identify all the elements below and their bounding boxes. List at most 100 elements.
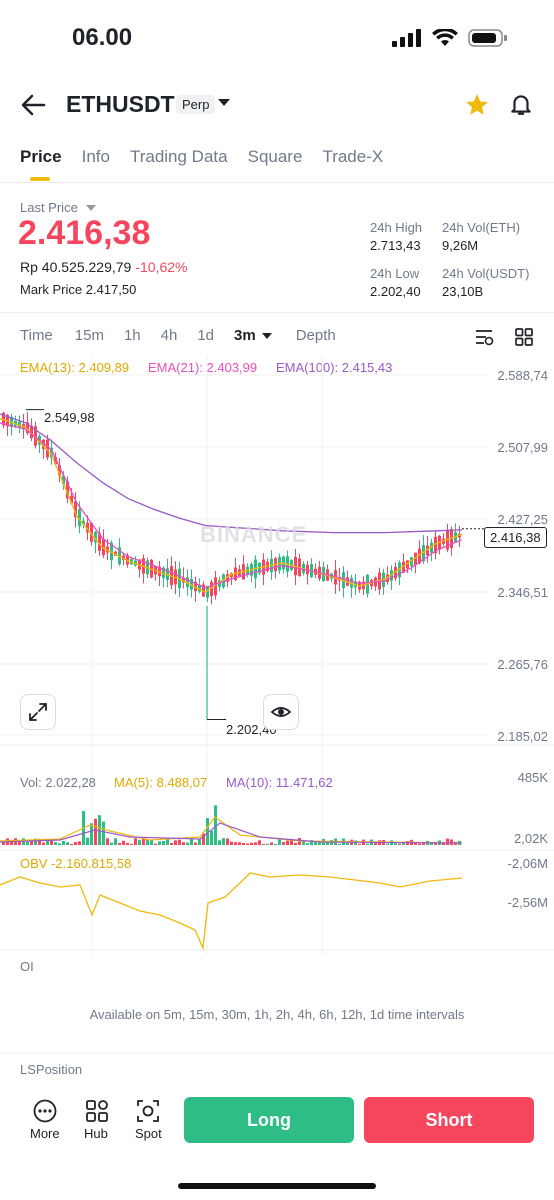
volume-bar	[418, 843, 421, 845]
volume-bar	[178, 839, 181, 845]
obv-axis-label: -2,56M	[507, 895, 548, 910]
symbol-title[interactable]: ETHUSDT	[66, 91, 175, 117]
tab-trade-x[interactable]: Trade-X	[322, 147, 384, 166]
volume-bar	[222, 838, 225, 845]
volume-bar	[450, 839, 453, 845]
ema100-legend: EMA(100): 2.415,43	[276, 360, 393, 375]
expand-icon	[29, 703, 47, 721]
symbol-dropdown-icon[interactable]	[218, 99, 230, 106]
candle-body	[66, 481, 69, 499]
volume-bar	[118, 843, 121, 845]
last-price-dropdown-icon[interactable]	[86, 205, 96, 211]
tab-info[interactable]: Info	[81, 147, 110, 166]
tf-1d[interactable]: 1d	[197, 327, 215, 344]
volume-bar	[2, 842, 5, 845]
eye-icon	[270, 707, 292, 717]
back-arrow-icon[interactable]	[18, 90, 48, 120]
volume-bar	[262, 843, 265, 845]
candle-body	[210, 582, 213, 597]
candle-body	[122, 555, 125, 561]
high-label: 24h High	[370, 220, 423, 235]
volume-bar	[210, 830, 213, 845]
candle-body	[106, 546, 109, 553]
tab-price[interactable]: Price	[20, 147, 62, 166]
last-price-label: Last Price	[20, 200, 78, 215]
volume-bar	[358, 843, 361, 845]
tf-selected[interactable]: 3m	[234, 327, 256, 344]
candle-body	[394, 566, 397, 579]
volume-bar	[126, 842, 129, 845]
volume-bar	[122, 840, 125, 845]
volume-bar	[62, 840, 65, 845]
candle-body	[82, 520, 85, 525]
favorite-star-icon[interactable]	[464, 92, 490, 118]
ma5-legend: MA(5): 8.488,07	[114, 775, 208, 790]
tf-time[interactable]: Time	[20, 327, 53, 344]
vol-usdt-value: 23,10B	[442, 284, 484, 299]
price-axis-label: 2.185,02	[497, 729, 548, 744]
volume-bar	[430, 843, 433, 845]
vol-axis-label: 2,02K	[514, 831, 548, 846]
volume-bar	[286, 840, 289, 845]
long-button[interactable]: Long	[184, 1097, 354, 1143]
divider	[0, 182, 554, 183]
oi-availability-note: Available on 5m, 15m, 30m, 1h, 2h, 4h, 6…	[89, 1007, 465, 1022]
volume-bar	[174, 840, 177, 845]
candle-body	[86, 522, 89, 533]
vol-usdt-label: 24h Vol(USDT)	[442, 266, 530, 281]
candle-body	[434, 536, 437, 554]
mark-price: 2.417,50	[85, 282, 137, 297]
volume-bar	[50, 839, 53, 845]
volume-bar	[138, 840, 141, 845]
volume-bar	[246, 843, 249, 845]
volume-bar	[314, 842, 317, 845]
volume-bar	[282, 841, 285, 845]
tf-4h[interactable]: 4h	[160, 327, 178, 344]
obv-axis-label: -2,06M	[507, 856, 548, 871]
hub-button[interactable]	[84, 1098, 110, 1129]
more-button[interactable]	[30, 1098, 60, 1129]
volume-bar	[46, 838, 49, 845]
candle-body	[118, 547, 121, 565]
candle-body	[402, 561, 405, 573]
short-button[interactable]: Short	[364, 1097, 534, 1143]
volume-bar	[102, 821, 105, 845]
candle-body	[430, 542, 433, 553]
tf-depth[interactable]: Depth	[295, 327, 336, 344]
tf-1h[interactable]: 1h	[123, 327, 141, 344]
volume-bar	[182, 842, 185, 845]
indicator-settings-icon[interactable]	[474, 327, 494, 347]
perp-badge: Perp	[176, 95, 216, 114]
candle-body	[182, 577, 185, 583]
oi-label: OI	[20, 959, 34, 974]
grid-layout-icon[interactable]	[514, 327, 534, 347]
volume-bar	[278, 839, 281, 845]
visibility-toggle[interactable]	[263, 694, 299, 730]
volume-bar	[326, 842, 329, 845]
candle-body	[390, 570, 393, 581]
volume-bar	[338, 843, 341, 845]
ema-line-2	[0, 422, 463, 589]
volume-bar	[54, 842, 57, 845]
volume-bar	[18, 841, 21, 845]
volume-bar	[206, 818, 209, 845]
volume-bar	[434, 842, 437, 845]
volume-bars	[0, 805, 463, 845]
volume-bar	[98, 815, 101, 845]
volume-bar	[146, 839, 149, 845]
tf-15m[interactable]: 15m	[74, 327, 104, 344]
ma10-legend: MA(10): 11.471,62	[226, 775, 333, 790]
fullscreen-button[interactable]	[20, 694, 56, 730]
volume-bar	[414, 842, 417, 845]
tf-dropdown-icon[interactable]	[261, 332, 272, 339]
tab-trading-data[interactable]: Trading Data	[129, 147, 228, 166]
candle-body	[94, 531, 97, 543]
candle-body	[222, 574, 225, 588]
volume-bar	[238, 842, 241, 845]
spot-button[interactable]	[135, 1098, 161, 1129]
notification-bell-icon[interactable]	[508, 91, 534, 117]
ema-line-3	[0, 413, 463, 534]
tab-square[interactable]: Square	[247, 147, 303, 166]
candlestick-chart[interactable]	[0, 355, 554, 1085]
volume-bar	[394, 843, 397, 845]
